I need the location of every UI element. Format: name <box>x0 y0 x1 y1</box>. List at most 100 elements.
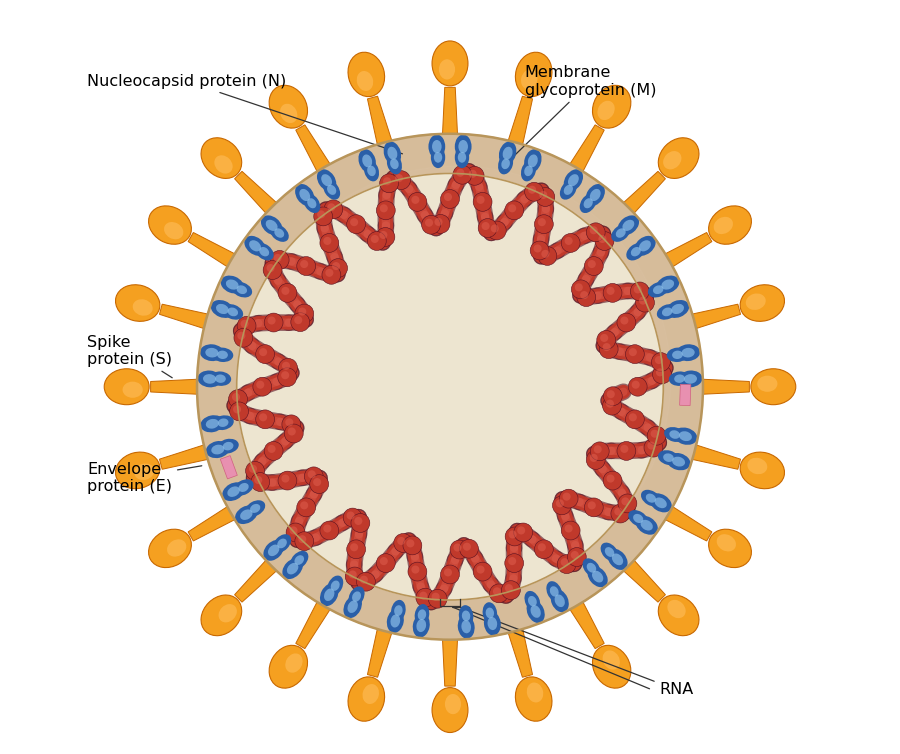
Circle shape <box>265 313 283 332</box>
Circle shape <box>508 530 517 538</box>
Ellipse shape <box>551 590 569 612</box>
Ellipse shape <box>387 153 402 174</box>
Ellipse shape <box>250 504 260 513</box>
Ellipse shape <box>219 604 237 622</box>
Ellipse shape <box>235 505 257 524</box>
Circle shape <box>562 521 580 540</box>
Ellipse shape <box>605 547 615 557</box>
Ellipse shape <box>367 166 376 176</box>
Circle shape <box>328 204 336 211</box>
Ellipse shape <box>641 520 652 531</box>
Ellipse shape <box>592 85 631 128</box>
Ellipse shape <box>216 304 229 314</box>
Circle shape <box>460 539 479 558</box>
Circle shape <box>441 565 459 584</box>
Ellipse shape <box>667 453 690 470</box>
Circle shape <box>647 442 655 449</box>
Circle shape <box>453 165 472 184</box>
Ellipse shape <box>356 71 374 91</box>
Ellipse shape <box>616 228 625 238</box>
Ellipse shape <box>656 275 680 293</box>
Circle shape <box>490 584 508 602</box>
Circle shape <box>265 442 283 461</box>
Circle shape <box>465 167 484 185</box>
Ellipse shape <box>348 587 364 607</box>
Ellipse shape <box>347 600 358 613</box>
Ellipse shape <box>670 431 680 439</box>
Ellipse shape <box>546 581 562 602</box>
Circle shape <box>607 390 615 398</box>
Circle shape <box>580 291 589 299</box>
Ellipse shape <box>212 348 233 362</box>
Circle shape <box>598 235 607 243</box>
Ellipse shape <box>623 219 634 231</box>
Circle shape <box>652 353 670 372</box>
Circle shape <box>629 413 637 421</box>
Circle shape <box>300 501 308 510</box>
Ellipse shape <box>568 174 579 186</box>
Ellipse shape <box>458 615 474 639</box>
Circle shape <box>493 587 501 596</box>
Circle shape <box>233 406 241 413</box>
Ellipse shape <box>115 285 160 321</box>
Ellipse shape <box>364 161 379 182</box>
Circle shape <box>238 332 246 340</box>
Ellipse shape <box>215 375 226 383</box>
Circle shape <box>656 368 664 376</box>
Ellipse shape <box>654 498 667 508</box>
Circle shape <box>561 558 569 566</box>
Ellipse shape <box>255 243 274 260</box>
Ellipse shape <box>218 418 229 427</box>
Circle shape <box>234 328 253 347</box>
Circle shape <box>621 498 629 505</box>
Ellipse shape <box>633 514 643 523</box>
Circle shape <box>476 566 484 574</box>
Ellipse shape <box>528 596 536 606</box>
Ellipse shape <box>521 69 537 90</box>
Circle shape <box>325 268 333 277</box>
Ellipse shape <box>708 529 752 568</box>
Circle shape <box>323 525 331 532</box>
Circle shape <box>600 334 608 342</box>
Ellipse shape <box>740 285 785 321</box>
Polygon shape <box>188 507 235 541</box>
Ellipse shape <box>303 194 320 213</box>
Circle shape <box>635 293 654 312</box>
Circle shape <box>559 489 578 508</box>
Ellipse shape <box>598 101 615 120</box>
Polygon shape <box>692 304 741 329</box>
Circle shape <box>379 231 387 239</box>
Ellipse shape <box>526 682 544 703</box>
Circle shape <box>571 551 579 559</box>
Circle shape <box>628 377 647 396</box>
Circle shape <box>323 237 331 245</box>
Circle shape <box>408 192 427 211</box>
Ellipse shape <box>587 562 596 572</box>
Ellipse shape <box>586 184 605 206</box>
Ellipse shape <box>600 543 618 562</box>
Ellipse shape <box>294 555 304 565</box>
Circle shape <box>406 539 414 547</box>
Circle shape <box>615 507 622 516</box>
Circle shape <box>539 191 547 199</box>
Circle shape <box>572 280 590 299</box>
Circle shape <box>304 467 323 486</box>
Ellipse shape <box>390 158 399 169</box>
Ellipse shape <box>648 282 669 298</box>
Circle shape <box>278 471 297 490</box>
Ellipse shape <box>321 174 332 186</box>
Circle shape <box>397 537 405 545</box>
Ellipse shape <box>588 566 608 587</box>
Circle shape <box>274 254 282 262</box>
Ellipse shape <box>667 348 688 362</box>
Ellipse shape <box>214 155 232 173</box>
Circle shape <box>626 345 644 363</box>
Ellipse shape <box>708 206 752 244</box>
Circle shape <box>294 316 302 324</box>
Circle shape <box>632 381 640 389</box>
Circle shape <box>253 377 272 396</box>
Circle shape <box>478 219 497 238</box>
Circle shape <box>408 562 427 581</box>
Circle shape <box>588 501 596 510</box>
Ellipse shape <box>205 348 219 357</box>
